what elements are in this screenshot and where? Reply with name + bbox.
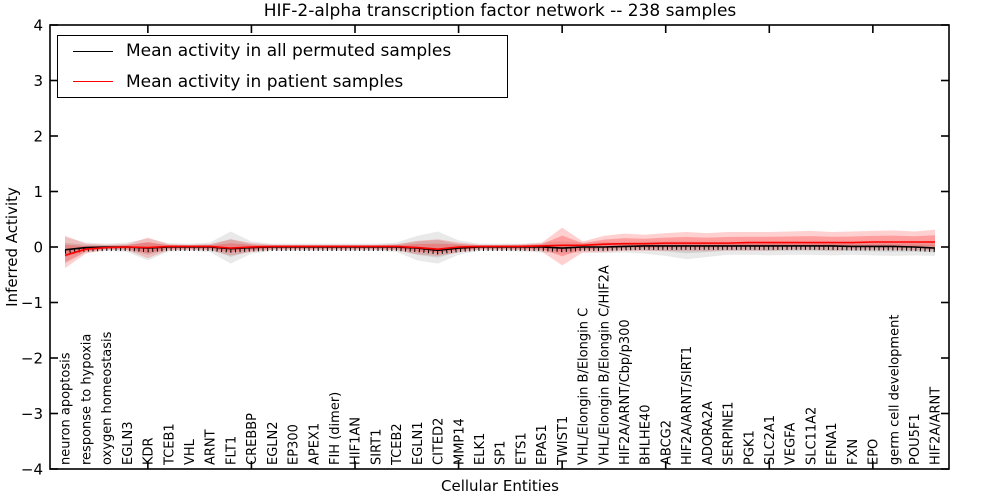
x-category-label: VHL/Elongin B/Elongin C/HIF2A xyxy=(597,265,612,465)
y-tick-label: 2 xyxy=(33,128,43,146)
x-category-label: germ cell development xyxy=(887,315,902,465)
x-category-label: POU5F1 xyxy=(908,413,923,465)
x-category-label: BHLHE40 xyxy=(639,405,654,465)
x-category-label: TCEB1 xyxy=(162,423,177,466)
x-category-label: EGLN1 xyxy=(411,421,426,465)
x-category-label: EGLN2 xyxy=(266,421,281,465)
x-category-label: PGK1 xyxy=(742,430,757,465)
y-tick-label: 3 xyxy=(33,72,43,90)
x-category-label: HIF2A/ARNT/Cbp/p300 xyxy=(618,319,633,465)
x-category-label: ELK1 xyxy=(473,433,488,465)
legend-line-red-icon xyxy=(73,81,113,83)
legend-item-patient: Mean activity in patient samples xyxy=(58,68,507,96)
x-category-label: VEGFA xyxy=(784,423,799,465)
y-tick-label: −4 xyxy=(21,461,43,479)
y-tick-label: −2 xyxy=(21,350,43,368)
y-tick-label: 0 xyxy=(33,239,43,257)
legend-label-patient: Mean activity in patient samples xyxy=(126,71,404,92)
x-category-label: EPAS1 xyxy=(535,424,550,465)
x-category-label: SP1 xyxy=(494,441,509,465)
x-category-label: ADORA2A xyxy=(701,401,716,465)
x-category-label: CITED2 xyxy=(432,418,447,465)
chart-title: HIF-2-alpha transcription factor network… xyxy=(263,1,737,21)
x-category-label: EPO xyxy=(867,439,882,465)
x-category-label: VHL/Elongin B/Elongin C xyxy=(577,308,592,465)
x-category-label: EGLN3 xyxy=(121,421,136,465)
x-category-label: EP300 xyxy=(287,424,302,465)
x-category-label: VHL xyxy=(183,438,198,465)
y-tick-label: −1 xyxy=(21,294,43,312)
x-category-label: SERPINE1 xyxy=(722,402,737,465)
x-category-label: MMP14 xyxy=(452,418,467,465)
x-category-label: ETS1 xyxy=(514,432,529,465)
legend-label-permuted: Mean activity in all permuted samples xyxy=(126,41,452,62)
x-category-label: oxygen homeostasis xyxy=(100,331,115,465)
x-category-label: FIH (dimer) xyxy=(328,392,343,465)
x-category-label: SLC2A1 xyxy=(763,415,778,465)
y-axis-title: Inferred Activity xyxy=(3,187,21,307)
x-category-label: EFNA1 xyxy=(825,422,840,465)
x-category-label: SIRT1 xyxy=(369,429,384,465)
x-category-label: ABCG2 xyxy=(659,420,674,465)
legend: Mean activity in all permuted samples Me… xyxy=(57,35,508,98)
x-category-label: FLT1 xyxy=(224,436,239,465)
x-category-label: FXN xyxy=(846,439,861,465)
y-tick-label: 1 xyxy=(33,183,43,201)
x-category-label: SLC11A2 xyxy=(804,407,819,465)
x-category-label: TWIST1 xyxy=(556,416,571,466)
x-category-label: APEX1 xyxy=(307,423,322,465)
y-tick-label: 4 xyxy=(33,17,43,35)
x-category-label: TCEB2 xyxy=(390,423,405,466)
x-category-label: HIF1AN xyxy=(349,417,364,465)
x-category-label: neuron apoptosis xyxy=(59,352,74,465)
x-category-label: ARNT xyxy=(204,429,219,465)
patient-activity-spread-outer xyxy=(65,227,935,269)
x-category-label: response to hypoxia xyxy=(79,334,94,465)
legend-item-permuted: Mean activity in all permuted samples xyxy=(58,37,507,65)
patient-activity-spread-inner xyxy=(65,235,935,263)
x-category-label: KDR xyxy=(142,437,157,465)
y-tick-label: −3 xyxy=(21,405,43,423)
legend-line-black-icon xyxy=(73,50,113,52)
x-category-label: HIF2A/ARNT xyxy=(929,387,944,465)
x-axis-title: Cellular Entities xyxy=(441,477,559,495)
patient-mean-line xyxy=(64,241,935,257)
x-category-label: HIF2A/ARNT/SIRT1 xyxy=(680,346,695,465)
x-category-label: CREBBP xyxy=(245,413,260,465)
permuted-activity-spread-inner xyxy=(65,239,935,258)
